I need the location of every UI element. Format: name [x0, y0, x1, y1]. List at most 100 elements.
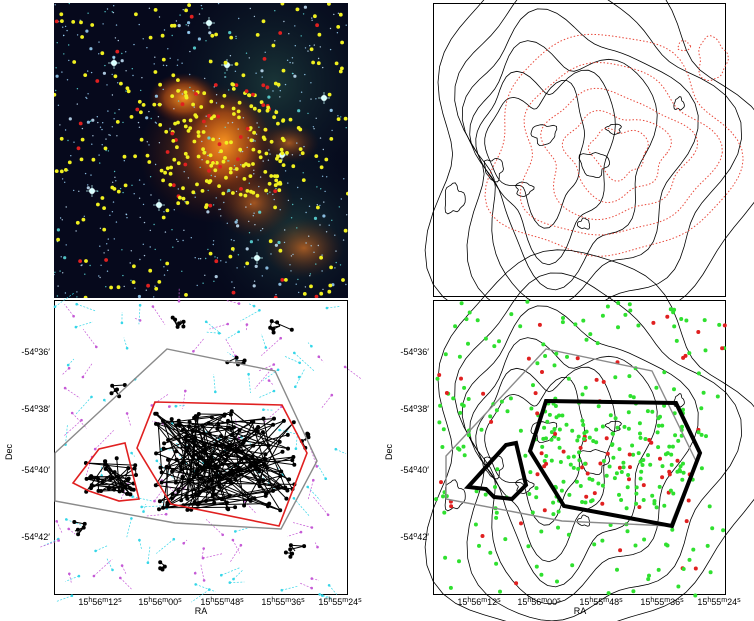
mst-node	[293, 351, 296, 355]
contour-line-black	[673, 96, 685, 111]
star-point	[157, 116, 160, 118]
source-dot	[84, 259, 88, 263]
source-dot	[116, 285, 121, 290]
star-point	[310, 98, 312, 100]
source-dot	[329, 137, 334, 141]
star-point	[98, 53, 100, 55]
star-point	[63, 53, 65, 55]
mst-point	[206, 479, 211, 484]
source-dot	[274, 178, 279, 183]
mst-node	[130, 451, 133, 455]
star-point	[163, 211, 165, 213]
source-dot	[199, 105, 204, 109]
source-dot	[183, 124, 188, 129]
mst-edge	[217, 423, 262, 462]
star-point	[125, 70, 127, 72]
source-point	[565, 354, 569, 359]
star-point	[206, 210, 210, 214]
star-point	[290, 270, 292, 272]
source-dot	[329, 265, 333, 270]
mst-node	[312, 478, 315, 482]
star-point	[139, 216, 141, 219]
source-dot	[186, 129, 191, 133]
source-point	[475, 318, 480, 323]
star-point	[220, 260, 222, 262]
source-point	[580, 465, 585, 470]
source-dot	[261, 83, 266, 88]
source-point	[611, 455, 616, 460]
star-point	[296, 142, 298, 144]
source-point	[715, 394, 720, 399]
mst-branch	[193, 338, 205, 352]
star-point	[254, 224, 256, 226]
star-point	[268, 149, 270, 151]
star-point	[113, 5, 115, 7]
star-point	[138, 197, 141, 199]
mst-edge	[159, 456, 294, 502]
star-point	[308, 235, 310, 237]
source-point	[634, 485, 639, 490]
star-point	[153, 296, 155, 298]
source-point	[651, 320, 656, 325]
mst-node	[208, 588, 211, 591]
contour-line-red	[698, 35, 730, 82]
source-point	[626, 426, 631, 431]
ra-tick-label: 15h55m36s	[261, 597, 305, 608]
star-point	[173, 108, 175, 110]
source-dot	[192, 139, 197, 144]
star-point	[64, 25, 67, 28]
source-dot	[295, 7, 300, 12]
source-dot	[171, 183, 176, 188]
star-point	[272, 193, 274, 196]
star-point	[86, 97, 88, 100]
source-dot	[336, 25, 341, 29]
mst-branch	[75, 321, 93, 328]
source-dot	[157, 102, 162, 107]
star-point	[143, 221, 146, 224]
mst-branch	[126, 413, 132, 427]
star-point	[199, 258, 202, 260]
source-point	[630, 443, 635, 448]
mst-node	[310, 577, 314, 580]
source-point	[453, 324, 458, 329]
mst-branch	[225, 299, 240, 304]
star-point	[200, 4, 203, 7]
source-point	[464, 317, 469, 322]
mst-edge	[161, 471, 281, 511]
star-point	[248, 57, 250, 59]
star-point	[70, 155, 72, 157]
source-dot	[185, 155, 190, 160]
mst-branch	[254, 368, 272, 389]
source-dot	[79, 157, 84, 162]
source-dot	[230, 247, 235, 251]
source-dot	[242, 177, 247, 181]
source-point	[638, 431, 642, 436]
star-point	[340, 116, 342, 118]
star-point	[149, 229, 151, 232]
mst-node	[327, 584, 331, 587]
source-point	[628, 465, 632, 470]
star-point	[267, 159, 270, 161]
star-point	[300, 198, 302, 200]
source-point	[647, 573, 651, 578]
star-point	[142, 243, 144, 245]
source-dot	[131, 280, 136, 284]
mst-node	[299, 530, 303, 534]
mst-branch	[240, 309, 260, 322]
convex-hull	[445, 348, 697, 527]
mst-point	[157, 499, 162, 504]
source-point	[457, 447, 462, 452]
contour-line-black	[578, 152, 611, 178]
source-point	[594, 427, 599, 432]
source-point	[615, 567, 619, 572]
star-point	[116, 135, 118, 137]
source-point	[581, 422, 586, 427]
star-point	[204, 274, 206, 276]
source-point	[557, 445, 562, 450]
source-point	[534, 486, 539, 491]
source-point	[681, 355, 686, 360]
mst-node	[310, 586, 313, 590]
star-point	[76, 291, 78, 293]
source-dot	[183, 162, 188, 167]
source-dot	[71, 20, 76, 24]
